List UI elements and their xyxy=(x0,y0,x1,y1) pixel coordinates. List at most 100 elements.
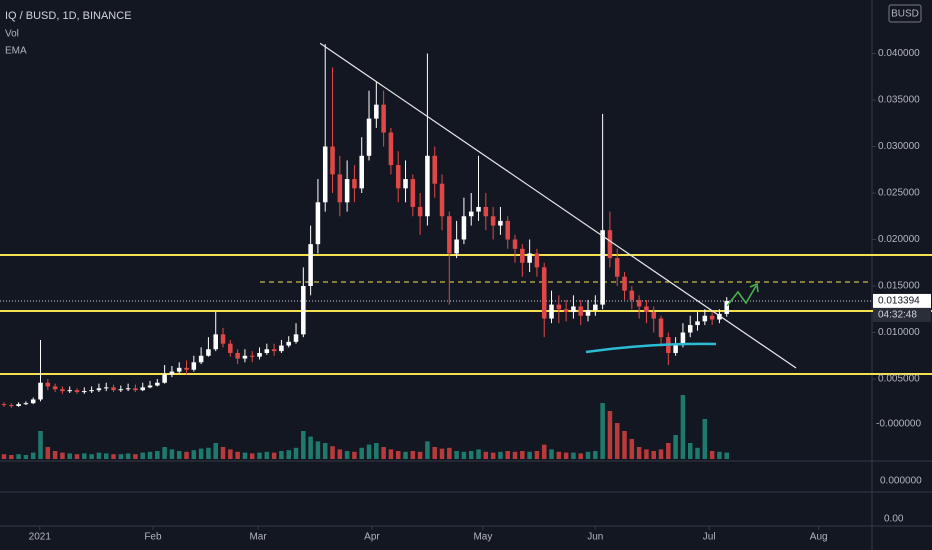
candle-body xyxy=(293,334,299,342)
volume-bar xyxy=(337,449,343,459)
candle-body xyxy=(534,253,540,268)
volume-bar xyxy=(556,451,562,459)
candle-body xyxy=(439,183,445,217)
candle-body xyxy=(89,390,94,392)
volume-bar xyxy=(687,443,693,459)
candle-body xyxy=(23,403,29,405)
chart-title: IQ / BUSD, 1D, BINANCE xyxy=(5,10,132,22)
volume-bar xyxy=(359,447,364,459)
volume-bar xyxy=(191,450,197,459)
candle-body xyxy=(191,362,197,370)
volume-bar xyxy=(344,451,350,459)
currency-label[interactable]: BUSD xyxy=(891,9,919,20)
volume-bar xyxy=(651,451,656,459)
volume-bar xyxy=(702,419,708,459)
volume-bar xyxy=(695,447,700,459)
candle-body xyxy=(133,388,138,391)
volume-bar xyxy=(644,449,649,459)
candle-body xyxy=(118,389,124,391)
volume-bar xyxy=(410,451,416,459)
candle-body xyxy=(96,388,102,391)
candle-body xyxy=(286,341,291,346)
currency-badge[interactable] xyxy=(888,4,922,23)
volume-bar xyxy=(403,451,408,459)
volume-bar xyxy=(279,451,284,459)
volume-bar xyxy=(293,447,299,459)
indicator-label: Vol xyxy=(5,29,19,40)
candle-body xyxy=(67,390,72,392)
volume-bar xyxy=(118,454,124,459)
volume-bar xyxy=(607,411,613,459)
candle-body xyxy=(549,304,554,319)
candle-body xyxy=(541,267,547,319)
y-tick-label: 0.025000 xyxy=(878,188,920,199)
volume-bar xyxy=(468,451,474,459)
volume-bar xyxy=(527,451,532,459)
last-price-label: 0.013394 xyxy=(878,296,920,307)
candle-body xyxy=(417,206,423,217)
candle-body xyxy=(330,146,335,175)
projection-arrow xyxy=(726,285,757,307)
candle-body xyxy=(717,313,722,320)
volume-bar xyxy=(622,431,627,459)
candle-body xyxy=(155,382,160,386)
candle-body xyxy=(658,318,664,338)
volume-bar xyxy=(322,443,328,459)
volume-bar xyxy=(571,452,576,459)
volume-bar xyxy=(483,451,489,459)
volume-bar xyxy=(264,451,270,459)
volume-bar xyxy=(388,449,394,459)
volume-bar xyxy=(301,431,306,459)
volume-bar xyxy=(228,449,233,459)
volume-bar xyxy=(593,451,598,459)
volume-bar xyxy=(140,452,145,459)
candle-body xyxy=(556,304,562,310)
y-tick-label: 0.035000 xyxy=(878,95,920,106)
candle-body xyxy=(103,387,109,389)
candle-body xyxy=(585,310,591,316)
candle-body xyxy=(366,118,372,156)
candle-body xyxy=(410,179,416,207)
candle-body xyxy=(724,300,729,314)
volume-bar xyxy=(96,452,102,459)
countdown-badge xyxy=(873,307,931,322)
countdown-label: 04:32:48 xyxy=(878,310,917,321)
volume-bar xyxy=(330,446,335,459)
candle-body xyxy=(702,315,708,322)
candle-body xyxy=(374,104,379,119)
volume-bar xyxy=(220,447,226,459)
volume-bar xyxy=(578,453,583,459)
candle-body xyxy=(235,352,240,359)
volume-bar xyxy=(476,449,481,459)
candle-body xyxy=(147,385,153,388)
volume-bar xyxy=(395,451,401,459)
candle-body xyxy=(60,389,65,392)
x-tick-label: Jun xyxy=(587,532,603,543)
y-tick-label: 0.030000 xyxy=(878,141,920,152)
candle-body xyxy=(125,388,131,390)
volume-bar xyxy=(417,451,423,459)
candle-body xyxy=(388,132,394,166)
candle-body xyxy=(527,253,532,263)
volume-bar xyxy=(447,447,452,459)
candle-body xyxy=(198,355,204,363)
volume-bar xyxy=(673,435,678,459)
candle-body xyxy=(169,371,175,375)
volume-bar xyxy=(60,452,65,459)
y-tick-label: 0.020000 xyxy=(878,234,920,245)
volume-bar xyxy=(680,395,686,459)
volume-bar xyxy=(103,453,109,459)
candle-body xyxy=(461,216,467,240)
volume-bar xyxy=(498,451,503,459)
candle-body xyxy=(578,306,583,316)
candle-body xyxy=(520,248,525,263)
candle-body xyxy=(271,349,277,352)
volume-bar xyxy=(549,449,554,459)
candle-body xyxy=(476,206,481,212)
volume-bar xyxy=(520,451,525,459)
volume-bar xyxy=(147,451,153,459)
candle-body xyxy=(593,304,598,311)
volume-bar xyxy=(257,452,262,459)
pane-label: 0.00 xyxy=(884,514,904,525)
